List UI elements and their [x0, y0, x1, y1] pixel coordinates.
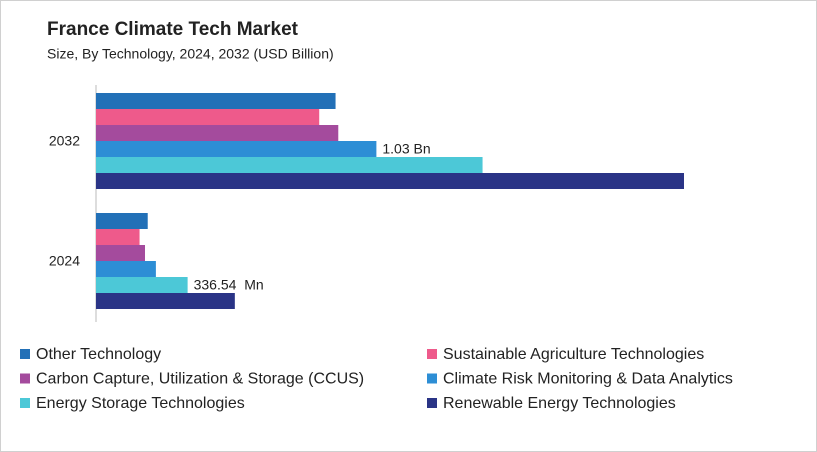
legend-label: Energy Storage Technologies	[36, 395, 245, 412]
bar	[96, 141, 377, 157]
bar	[96, 109, 320, 125]
bar	[96, 93, 336, 109]
y-tick-label: 2032	[49, 133, 80, 149]
bar	[96, 157, 483, 173]
legend-label: Sustainable Agriculture Technologies	[443, 346, 704, 363]
bar	[96, 229, 140, 245]
bar	[96, 277, 188, 293]
legend-swatch	[20, 398, 30, 408]
legend-swatch	[20, 349, 30, 359]
legend-label: Other Technology	[36, 346, 161, 363]
chart-subtitle: Size, By Technology, 2024, 2032 (USD Bil…	[47, 46, 334, 62]
data-label: 1.03 Bn	[382, 141, 430, 157]
data-label: 336.54 Mn	[194, 277, 264, 293]
legend-label: Renewable Energy Technologies	[443, 395, 676, 412]
bar	[96, 245, 145, 261]
chart-title: France Climate Tech Market	[47, 19, 299, 40]
y-tick-label: 2024	[49, 253, 80, 269]
bar	[96, 125, 339, 141]
legend-label: Climate Risk Monitoring & Data Analytics	[443, 371, 733, 388]
bar	[96, 261, 156, 277]
bar	[96, 173, 684, 189]
legend-swatch	[427, 349, 437, 359]
bar	[96, 293, 235, 309]
bar	[96, 213, 148, 229]
legend-swatch	[427, 398, 437, 408]
legend-swatch	[20, 373, 30, 384]
legend-swatch	[427, 373, 437, 384]
legend-label: Carbon Capture, Utilization & Storage (C…	[36, 371, 364, 388]
